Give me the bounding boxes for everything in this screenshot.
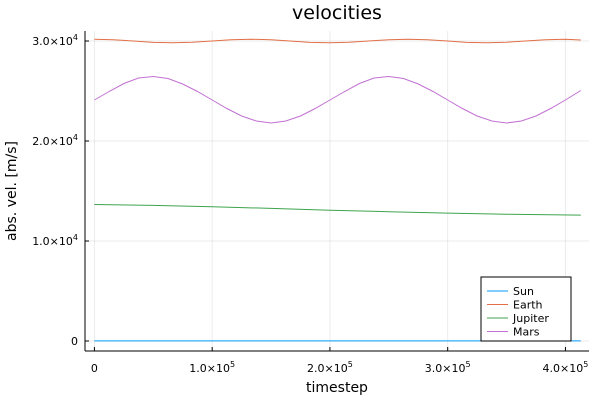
y-tick-label-1: 1.0×104 (32, 233, 78, 248)
x-axis-label: timestep (306, 380, 368, 396)
y-tick-label-3-mantissa: 3.0×10 (32, 35, 73, 48)
x-tick-labels: 0 1.0×105 2.0×105 3.0×105 4.0×105 (91, 347, 588, 375)
x-tick-label-2-exponent: 5 (348, 360, 353, 369)
x-tick-label-3-mantissa: 3.0×10 (425, 362, 466, 375)
x-tick-label-1-exponent: 5 (230, 360, 235, 369)
x-tick-label-3-exponent: 5 (466, 360, 471, 369)
series-line-jupiter (94, 204, 581, 216)
y-tick-label-2-exponent: 4 (73, 133, 78, 142)
legend-label-jupiter: Jupiter (512, 312, 549, 325)
x-tick-label-3: 3.0×105 (425, 360, 471, 375)
y-tick-label-1-mantissa: 1.0×10 (32, 235, 73, 248)
legend-label-sun: Sun (513, 285, 534, 298)
legend-label-mars: Mars (513, 326, 540, 339)
x-tick-label-4-mantissa: 4.0×10 (543, 362, 584, 375)
y-axis-label: abs. vel. [m/s] (4, 141, 20, 241)
x-tick-label-1-mantissa: 1.0×10 (189, 362, 230, 375)
y-tick-label-1-exponent: 4 (73, 233, 78, 242)
chart-title: velocities (292, 2, 382, 24)
x-tick-label-0: 0 (91, 362, 98, 375)
legend-box (480, 276, 572, 342)
y-tick-label-2-mantissa: 2.0×10 (32, 135, 73, 148)
series-line-mars (94, 75, 582, 124)
series-line-earth (94, 38, 581, 44)
x-tick-label-1: 1.0×105 (189, 360, 235, 375)
x-tick-label-2: 2.0×105 (307, 360, 353, 375)
x-tick-label-4-exponent: 5 (583, 360, 588, 369)
legend-label-earth: Earth (513, 299, 543, 312)
y-tick-label-3: 3.0×104 (32, 33, 78, 48)
y-tick-label-0-mantissa: 0 (71, 335, 78, 348)
y-tick-label-0: 0 (71, 335, 78, 348)
y-tick-label-2: 2.0×104 (32, 133, 78, 148)
axes (84, 31, 589, 352)
x-tick-label-0-mantissa: 0 (91, 362, 98, 375)
y-tick-label-3-exponent: 4 (73, 33, 78, 42)
x-tick-label-2-mantissa: 2.0×10 (307, 362, 348, 375)
x-tick-label-4: 4.0×105 (543, 360, 589, 375)
